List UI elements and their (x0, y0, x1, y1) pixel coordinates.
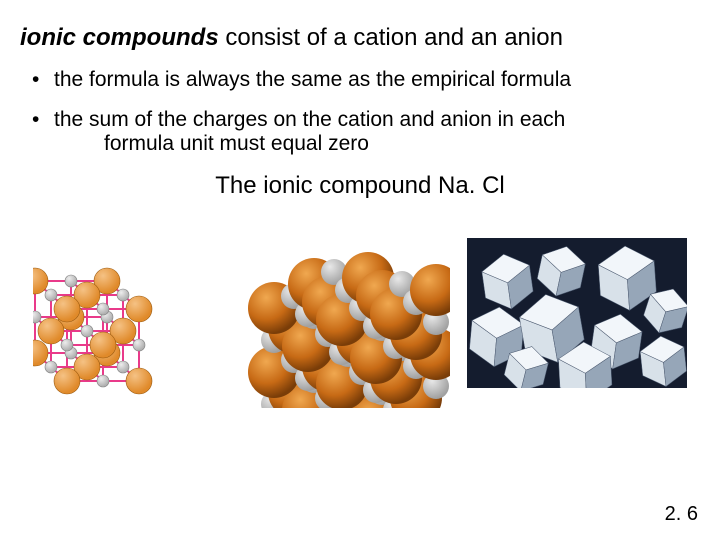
crystals-svg (467, 238, 687, 388)
spacefill-svg (230, 218, 450, 408)
bullet-list: the formula is always the same as the em… (20, 68, 700, 156)
bullet-text-cont: formula unit must equal zero (54, 132, 700, 156)
lattice-svg (33, 223, 213, 403)
figures-row (20, 218, 700, 408)
lattice-figure (33, 223, 213, 403)
bullet-item: the formula is always the same as the em… (30, 68, 700, 92)
subtitle: The ionic compound Na. Cl (20, 172, 700, 200)
crystals-figure (467, 238, 687, 388)
bullet-text: the sum of the charges on the cation and… (54, 108, 565, 131)
slide-title: ionic compounds consist of a cation and … (20, 24, 700, 52)
spacefill-figure (230, 218, 450, 408)
title-emphasis: ionic compounds (20, 24, 219, 51)
bullet-text: the formula is always the same as the em… (54, 68, 571, 91)
page-number: 2. 6 (665, 503, 698, 526)
title-rest: consist of a cation and an anion (219, 24, 563, 51)
bullet-item: the sum of the charges on the cation and… (30, 108, 700, 156)
